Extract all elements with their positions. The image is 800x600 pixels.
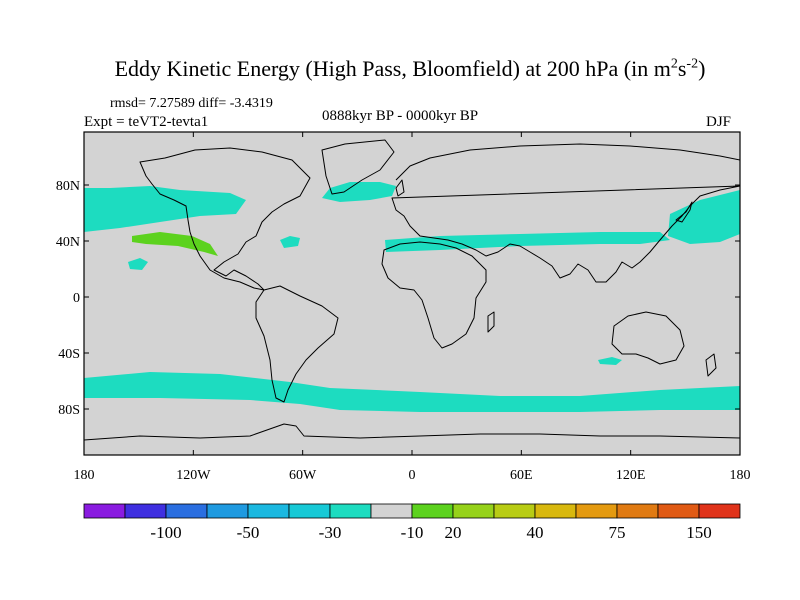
stats-text: rmsd= 7.27589 diff= -3.4319: [110, 96, 273, 111]
anomaly-region-nw-pacific: [668, 190, 740, 244]
anomaly-region-north-atlantic: [322, 182, 396, 202]
coastlines: [84, 139, 740, 441]
colorbar-swatch: [616, 503, 659, 519]
colorbar-swatch: [493, 503, 536, 519]
lon-tick-label: 0: [409, 468, 416, 483]
map-ticks: [83, 132, 741, 455]
colorbar-swatch: [411, 503, 454, 519]
lon-tick-label: 120E: [616, 468, 646, 483]
coastline-south-america: [255, 285, 339, 403]
colorbar-label: -100: [150, 523, 181, 542]
coastline-britain: [395, 179, 405, 197]
coastline-antarctica: [84, 423, 740, 441]
season-label: DJF: [706, 114, 732, 130]
anomaly-region-midlat-atlantic: [280, 236, 300, 248]
colorbar: -100 -50 -30 -10 20 40 75 150: [83, 503, 741, 542]
lon-tick-label: 180: [730, 468, 751, 483]
coastline-australia: [611, 311, 685, 365]
anomaly-region-north-pacific: [84, 186, 246, 232]
coastline-north-america: [139, 147, 311, 291]
anomaly-region-southern-ocean: [84, 372, 740, 412]
colorbar-swatch: [329, 503, 372, 519]
colorbar-swatch: [575, 503, 618, 519]
lat-tick-label: 40N: [56, 235, 80, 250]
lon-tick-label: 60E: [510, 468, 533, 483]
colorbar-swatch: [206, 503, 249, 519]
anomaly-region-australia-south: [598, 357, 622, 365]
colorbar-swatch: [124, 503, 167, 519]
colorbar-label: 40: [527, 523, 544, 542]
coastline-japan: [675, 201, 693, 223]
anomaly-region-hawaii: [128, 258, 148, 270]
colorbar-label: -30: [319, 523, 342, 542]
lon-tick-label: 120W: [176, 468, 211, 483]
experiment-label: Expt = teVT2-tevta1: [84, 114, 209, 130]
colorbar-label: 20: [445, 523, 462, 542]
colorbar-swatch: [534, 503, 577, 519]
colorbar-swatch: [247, 503, 290, 519]
colorbar-swatch: [83, 503, 126, 519]
coastline-madagascar: [487, 311, 495, 333]
lat-tick-label: 80S: [58, 403, 80, 418]
coastline-africa: [381, 241, 487, 349]
period-label: 0888kyr BP - 0000kyr BP: [322, 108, 479, 124]
coastline-new-zealand: [705, 353, 717, 377]
plot-title: Eddy Kinetic Energy (High Pass, Bloomfie…: [114, 56, 706, 81]
colorbar-swatch: [657, 503, 700, 519]
map-tick-labels: 80N 40N 0 40S 80S 180 120W 60W 0 60E 120E 180: [56, 179, 751, 483]
lon-tick-label: 180: [74, 468, 95, 483]
colorbar-label: -10: [401, 523, 424, 542]
anomaly-fields: [84, 182, 740, 412]
coastline-eurasia: [391, 143, 740, 283]
colorbar-swatch: [452, 503, 495, 519]
colorbar-swatch: [165, 503, 208, 519]
lat-tick-label: 40S: [58, 347, 80, 362]
colorbar-label: 75: [609, 523, 626, 542]
lat-tick-label: 0: [73, 291, 80, 306]
colorbar-label: -50: [237, 523, 260, 542]
lon-tick-label: 60W: [289, 468, 317, 483]
coastline-greenland: [321, 139, 395, 195]
colorbar-label: 150: [686, 523, 712, 542]
colorbar-swatch: [370, 503, 413, 519]
anomaly-region-eurasia-jet: [385, 232, 670, 252]
colorbar-swatch: [698, 503, 741, 519]
lat-tick-label: 80N: [56, 179, 80, 194]
colorbar-swatch: [288, 503, 331, 519]
